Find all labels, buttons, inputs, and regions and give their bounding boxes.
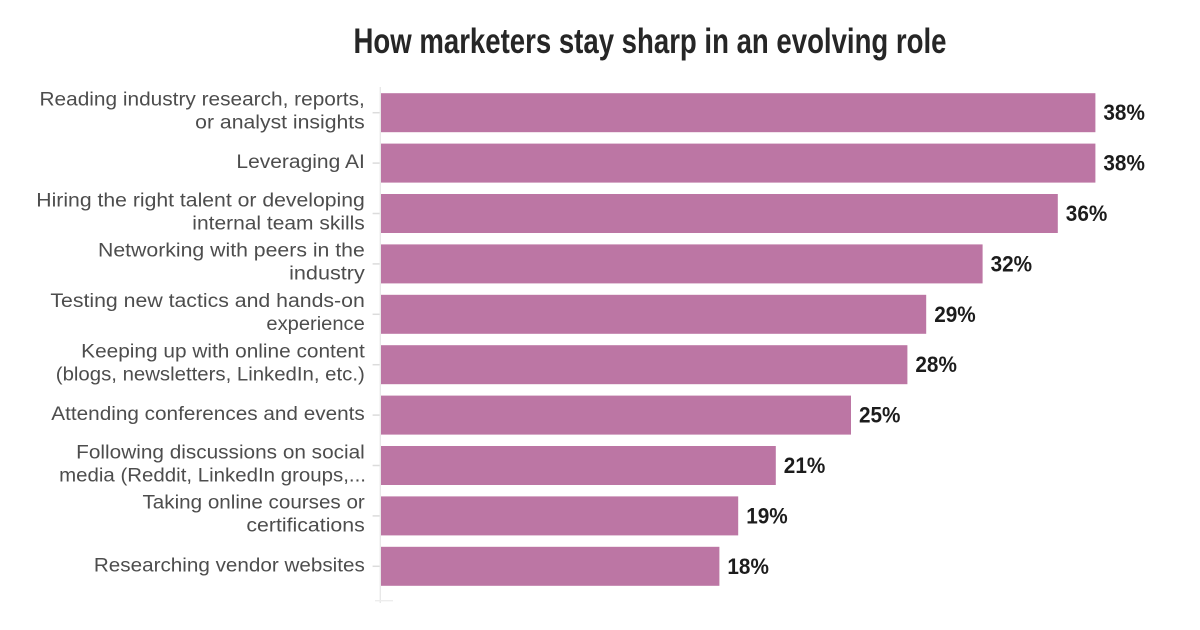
svg-text:36%: 36%: [1066, 201, 1108, 226]
svg-text:Reading industry research, rep: Reading industry research, reports,: [40, 90, 365, 111]
svg-text:How marketers stay sharp in an: How marketers stay sharp in an evolving …: [354, 22, 947, 61]
svg-text:21%: 21%: [784, 453, 826, 478]
svg-text:industry: industry: [289, 264, 365, 285]
svg-text:38%: 38%: [1103, 100, 1145, 125]
svg-text:Hiring the right talent or dev: Hiring the right talent or developing: [36, 190, 364, 211]
svg-text:internal team skills: internal team skills: [192, 213, 365, 234]
svg-text:Testing new tactics and hands-: Testing new tactics and hands-on: [50, 291, 364, 312]
svg-text:Leveraging AI: Leveraging AI: [236, 152, 364, 173]
svg-text:certifications: certifications: [246, 516, 364, 537]
svg-text:Taking online courses or: Taking online courses or: [143, 493, 366, 514]
svg-text:25%: 25%: [859, 403, 901, 428]
svg-text:38%: 38%: [1103, 151, 1145, 176]
svg-text:Researching vendor websites: Researching vendor websites: [94, 555, 365, 576]
svg-text:Networking with peers in the: Networking with peers in the: [98, 241, 365, 262]
svg-text:29%: 29%: [934, 302, 976, 327]
svg-text:experience: experience: [266, 314, 364, 335]
svg-text:or analyst insights: or analyst insights: [195, 113, 365, 134]
svg-text:Keeping up with online content: Keeping up with online content: [81, 342, 365, 363]
svg-text:Attending conferences and even: Attending conferences and events: [51, 404, 365, 425]
svg-text:32%: 32%: [991, 251, 1033, 276]
svg-text:18%: 18%: [727, 554, 769, 579]
svg-text:Following discussions on socia: Following discussions on social: [76, 442, 365, 463]
svg-text:(blogs, newsletters, LinkedIn,: (blogs, newsletters, LinkedIn, etc.): [56, 365, 365, 386]
svg-text:19%: 19%: [746, 503, 788, 528]
svg-text:28%: 28%: [915, 352, 957, 377]
svg-text:media (Reddit, LinkedIn groups: media (Reddit, LinkedIn groups,...: [59, 465, 366, 486]
